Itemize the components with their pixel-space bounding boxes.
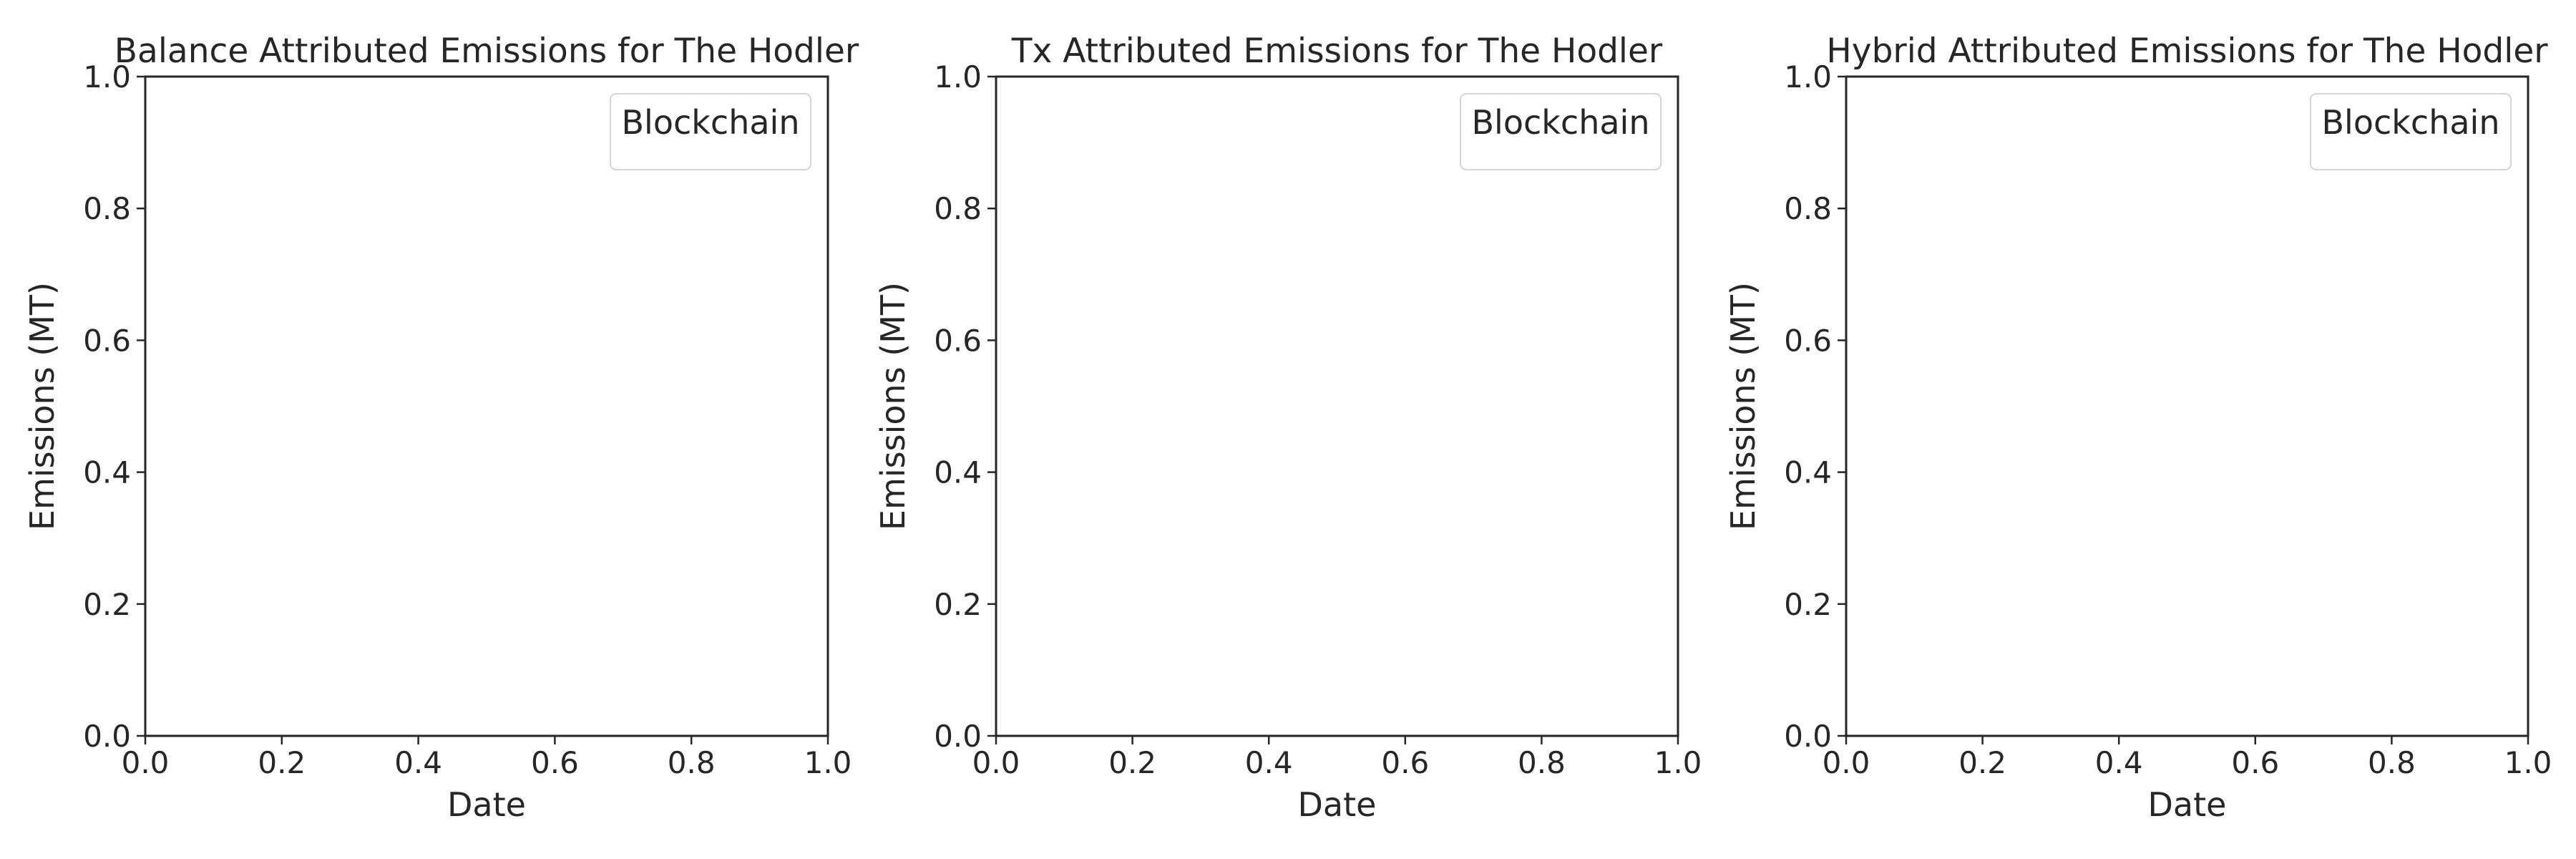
plot-area-frame <box>995 75 1679 737</box>
y-tick-label: 0.8 <box>83 191 131 226</box>
plot-area-frame <box>1845 75 2529 737</box>
y-tick-label: 0.4 <box>1784 455 1832 490</box>
chart-panel-3: 0.0 0.2 0.4 0.6 0.8 1.00.00.20.40.60.81.0Hybr… <box>1724 31 2552 824</box>
chart-panel-1: 0.0 0.2 0.4 0.6 0.8 1.00.00.20.40.60.81.0Bala… <box>23 31 859 824</box>
y-tick-label: 0.2 <box>1784 587 1832 622</box>
y-tick-label: 0.6 <box>83 323 131 358</box>
x-tick-label: 0.0 <box>1823 745 1870 780</box>
x-tick-label: 0.0 <box>972 745 1020 780</box>
plot-area-frame <box>144 75 829 737</box>
x-tick-label: 0.4 <box>1245 745 1293 780</box>
y-axis-label: Emissions (MT) <box>1724 282 1762 530</box>
legend-box <box>1460 93 1662 170</box>
x-tick-label: 0.2 <box>1108 745 1156 780</box>
legend-box <box>2310 93 2512 170</box>
x-tick-label: 0.6 <box>531 745 579 780</box>
x-tick-label: 1.0 <box>1654 745 1702 780</box>
x-tick-label: 0.2 <box>1958 745 2006 780</box>
chart-panel-2: 0.0 0.2 0.4 0.6 0.8 1.0 0.0 0.2 0.4 0.6 0.8 1.0 Tx A… <box>874 31 1702 824</box>
legend-title: Blockchain <box>1472 103 1650 142</box>
y-tick-label: 0.0 <box>934 719 982 754</box>
x-tick-label: 0.6 <box>1381 745 1429 780</box>
y-axis-label: Emissions (MT) <box>23 282 62 530</box>
x-tick-label: 0.4 <box>394 745 442 780</box>
x-axis-label: Date <box>2148 785 2227 824</box>
y-tick-label: 0.0 <box>1784 719 1832 754</box>
x-tick-label: 0.0 <box>122 745 170 780</box>
chart-title: Tx Attributed Emissions for The Hodler <box>1011 31 1663 71</box>
legend-title: Blockchain <box>622 103 800 142</box>
legend-box <box>610 93 811 170</box>
y-tick-label: 1.0 <box>83 59 131 94</box>
legend: Blockchain <box>2310 93 2512 170</box>
x-tick-label: 0.2 <box>258 745 306 780</box>
x-tick-label: 0.8 <box>2368 745 2416 780</box>
y-tick-label: 0.0 <box>83 719 131 754</box>
x-axis-label: Date <box>447 785 526 824</box>
chart-title: Balance Attributed Emissions for The Hod… <box>114 31 859 71</box>
x-tick-label: 1.0 <box>804 745 852 780</box>
y-tick-label: 0.4 <box>83 455 131 490</box>
y-tick-label: 1.0 <box>1784 59 1832 94</box>
y-tick-label: 1.0 <box>934 59 982 94</box>
y-tick-label: 0.6 <box>934 323 982 358</box>
y-tick-label: 0.8 <box>1784 191 1832 226</box>
x-tick-label: 0.4 <box>2095 745 2143 780</box>
y-tick-label: 0.2 <box>83 587 131 622</box>
y-tick-label: 0.4 <box>934 455 982 490</box>
chart-title: Hybrid Attributed Emissions for The Hodl… <box>1826 31 2548 71</box>
x-tick-label: 0.6 <box>2231 745 2279 780</box>
legend: Blockchain <box>610 93 811 170</box>
x-tick-label: 0.8 <box>1518 745 1566 780</box>
x-axis-label: Date <box>1298 785 1377 824</box>
y-tick-label: 0.2 <box>934 587 982 622</box>
legend: Blockchain <box>1460 93 1662 170</box>
y-tick-label: 0.6 <box>1784 323 1832 358</box>
x-tick-label: 0.8 <box>668 745 716 780</box>
legend-title: Blockchain <box>2322 103 2500 142</box>
y-axis-label: Emissions (MT) <box>874 282 912 530</box>
y-tick-label: 0.8 <box>934 191 982 226</box>
x-tick-label: 1.0 <box>2504 745 2552 780</box>
